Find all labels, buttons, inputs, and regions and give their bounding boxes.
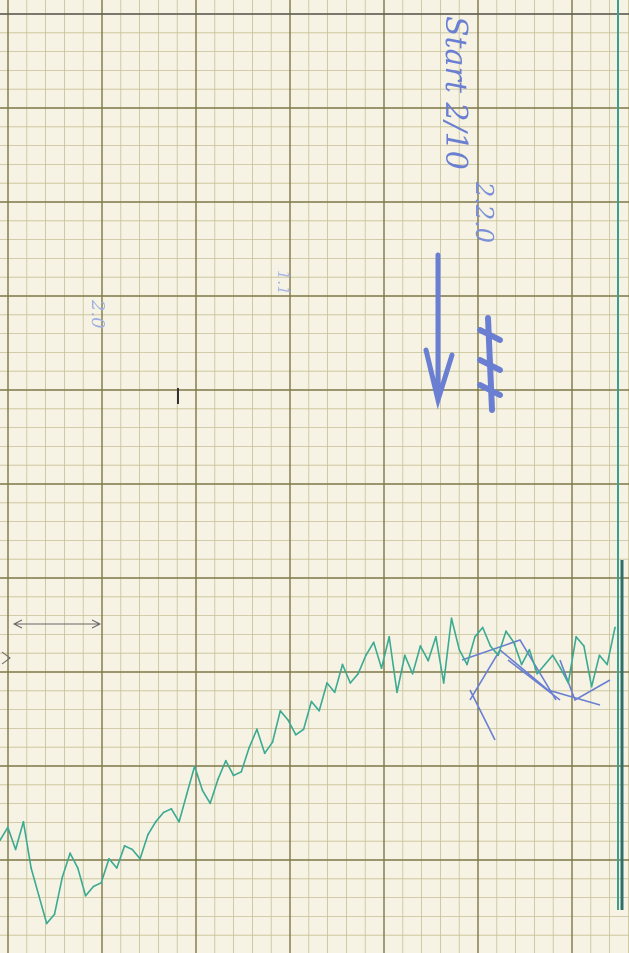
trace-point — [217, 778, 219, 781]
trace-point — [528, 648, 531, 651]
left-arrow-tip — [1, 651, 11, 665]
trace-point — [590, 685, 593, 688]
trace-point — [185, 793, 188, 795]
trace-point — [147, 833, 149, 836]
trace-point — [310, 700, 313, 703]
trace-point — [606, 663, 609, 666]
trace-point — [544, 663, 546, 666]
trace-point — [302, 728, 305, 731]
pen-annotation-version: 2.2.0 — [470, 181, 498, 243]
trace-point — [318, 709, 321, 712]
trace-point — [263, 752, 266, 755]
pen-hatch-mark — [477, 315, 503, 413]
trace-point — [388, 635, 391, 638]
trace-point — [505, 630, 507, 633]
trace-point — [326, 682, 328, 684]
trace-point — [466, 663, 468, 666]
trace-point — [131, 848, 134, 851]
trace-point — [551, 654, 554, 657]
trace-point — [279, 709, 282, 712]
trace-point — [256, 728, 258, 731]
trace-point — [442, 682, 445, 684]
trace-point — [411, 672, 414, 675]
pen-down-arrow — [423, 252, 455, 410]
trace-point — [30, 867, 32, 869]
trace-point — [435, 635, 437, 638]
trace-point — [489, 645, 492, 647]
time-marker-arrow — [12, 619, 102, 629]
trace-point — [403, 654, 406, 657]
trace-point — [583, 645, 585, 647]
pen-annotation-small-left: 2.0 — [87, 299, 108, 329]
svg-text:1.1: 1.1 — [274, 270, 293, 295]
trace-point — [357, 672, 359, 675]
trace-point — [139, 857, 142, 860]
trace-point — [0, 839, 1, 842]
trace-point — [598, 654, 601, 657]
trace-points — [0, 617, 616, 925]
trace-point — [232, 774, 235, 777]
trace-point — [108, 857, 110, 860]
trace-point — [53, 913, 56, 916]
trace-point — [61, 876, 64, 879]
trace-point — [380, 667, 383, 670]
trace-point — [419, 645, 422, 647]
trace-point — [349, 682, 352, 684]
trace-point — [22, 820, 25, 823]
trace-point — [294, 733, 297, 736]
trace-point — [458, 648, 461, 651]
trace-point — [497, 654, 500, 657]
trace-point — [162, 811, 165, 814]
trace-point — [520, 663, 523, 666]
trace-point — [271, 741, 274, 744]
trace-point — [567, 682, 570, 684]
trace-point — [14, 848, 17, 851]
trace-point — [201, 789, 204, 792]
trace-point — [427, 659, 430, 662]
trace-point — [575, 635, 577, 638]
trace-point — [69, 852, 71, 855]
trace-point — [287, 719, 289, 721]
trace-point — [512, 641, 515, 644]
trace-point — [193, 765, 196, 768]
trace-point — [372, 641, 375, 644]
trace-point — [240, 770, 243, 773]
trace-point — [38, 894, 40, 897]
svg-text:2.2.0: 2.2.0 — [470, 181, 498, 243]
trace-point — [396, 691, 398, 694]
trace-point — [178, 820, 181, 823]
trace-point — [154, 820, 157, 823]
trace-point — [248, 746, 251, 749]
pen-annotation-small-mid: 1.1 — [274, 270, 293, 295]
trace-point — [123, 844, 126, 847]
pen-cross-marks — [461, 639, 611, 741]
trace-point — [209, 802, 212, 805]
trace-point — [614, 626, 616, 629]
trace-point — [474, 635, 476, 638]
pen-annotation-start: Start 2/10 — [438, 16, 473, 170]
trace-point — [536, 672, 539, 675]
trace-point — [92, 885, 95, 888]
trace-point — [224, 759, 227, 762]
trace-point — [84, 894, 87, 897]
trace-point — [76, 867, 79, 869]
trace-point — [559, 667, 562, 670]
trace-line — [0, 617, 616, 925]
svg-text:2.0: 2.0 — [87, 299, 108, 329]
svg-text:Start 2/10: Start 2/10 — [438, 16, 473, 170]
trace-point — [45, 922, 48, 925]
trace-point — [115, 867, 118, 869]
trace-point — [341, 663, 344, 666]
trace-point — [333, 691, 336, 694]
trace-point — [365, 654, 367, 657]
trace-point — [481, 626, 484, 629]
trace-point — [100, 881, 103, 884]
trace-point — [450, 617, 453, 620]
trace-point — [170, 807, 173, 810]
trace-point — [6, 826, 9, 829]
